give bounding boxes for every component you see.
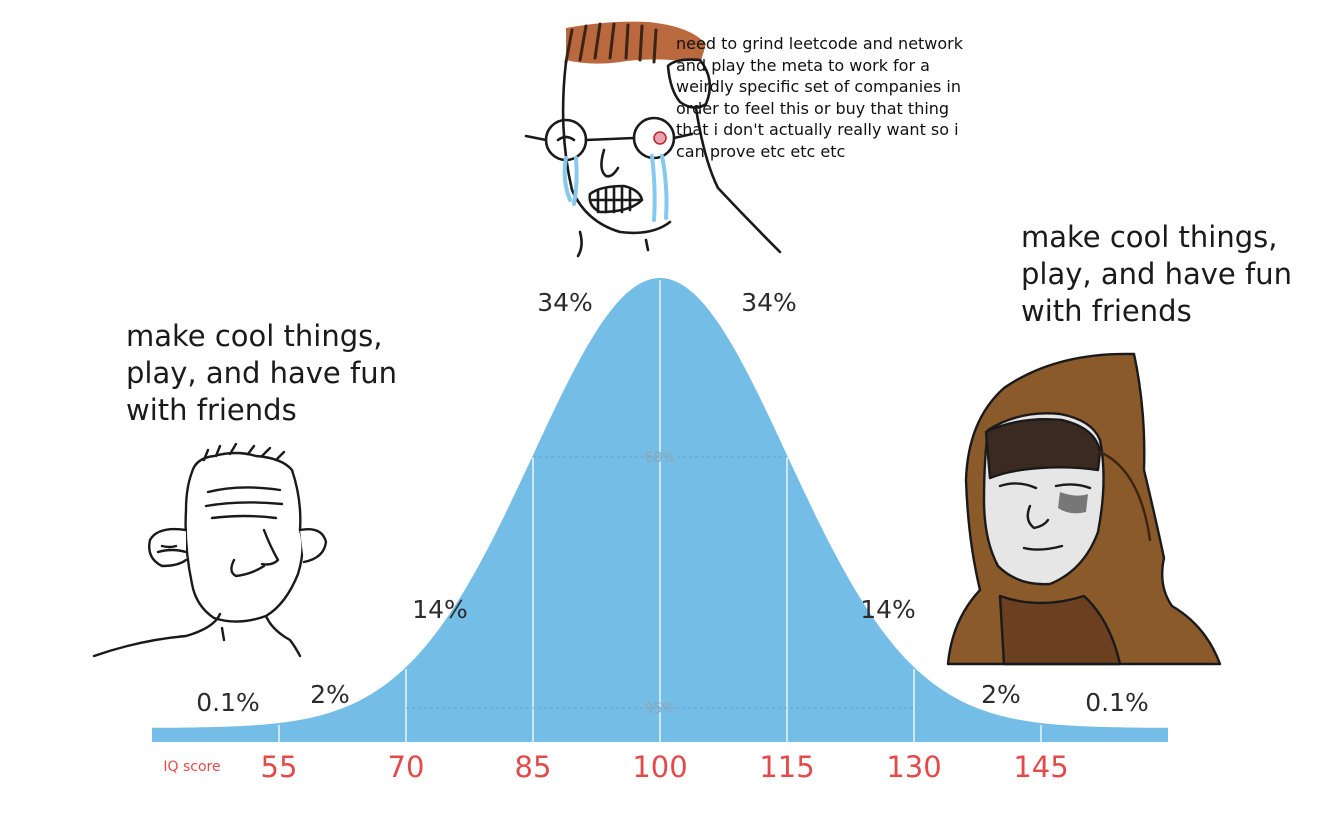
- hooded-wojak-drawing: [941, 346, 1227, 671]
- band-percent-label: 14%: [860, 595, 916, 624]
- tick-label: 145: [1013, 750, 1068, 784]
- band-percent-label: 14%: [412, 595, 468, 624]
- tick-label: 130: [886, 750, 941, 784]
- top-caption: need to grind leetcode and network and p…: [676, 34, 964, 161]
- band-percent-label: 0.1%: [1085, 688, 1149, 717]
- band-percent-label: 2%: [310, 680, 350, 709]
- span-label: 68%: [644, 450, 675, 466]
- right-caption: make cool things, play, and have fun wit…: [1021, 220, 1292, 328]
- span-label: 95%: [644, 701, 675, 717]
- band-percent-label: 0.1%: [196, 688, 260, 717]
- simple-wojak-drawing: [92, 442, 328, 658]
- tick-label: 100: [632, 750, 687, 784]
- tick-label: 55: [261, 750, 298, 784]
- x-axis-label: IQ score: [163, 759, 220, 775]
- band-percent-label: 34%: [537, 288, 593, 317]
- tick-label: 70: [388, 750, 425, 784]
- left-caption: make cool things, play, and have fun wit…: [126, 319, 397, 427]
- band-percent-label: 2%: [981, 680, 1021, 709]
- curve-group: 68% 95%: [152, 278, 1168, 742]
- band-percent-label: 34%: [741, 288, 797, 317]
- tick-label: 115: [759, 750, 814, 784]
- crying-wojak-drawing: [524, 21, 782, 258]
- tick-label: 85: [515, 750, 552, 784]
